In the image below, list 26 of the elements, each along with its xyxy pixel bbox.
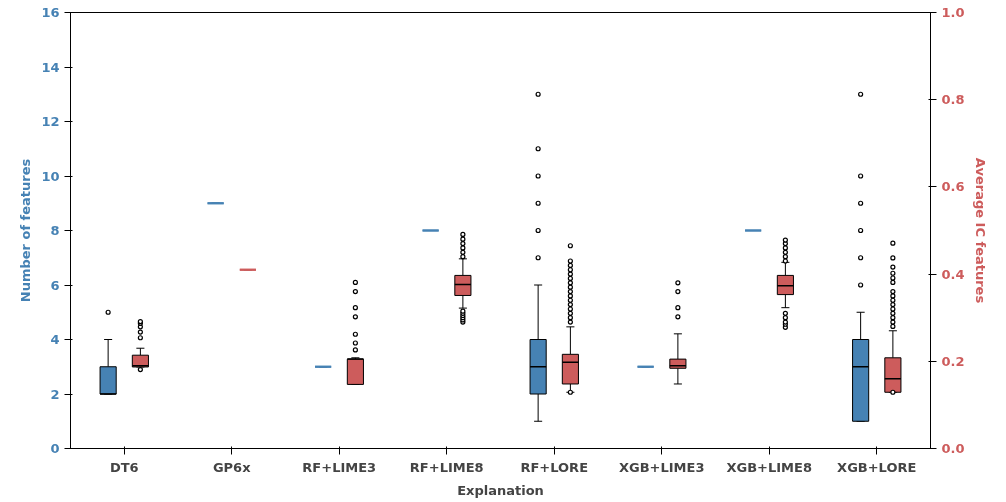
y-tick-label: 6 [50,277,60,293]
x-axis-title: Explanation [457,482,544,498]
y-axis-title: Number of features [18,158,34,303]
x-tick-label: DT6 [109,459,139,475]
x-tick-label: XGB+LIME3 [619,459,705,475]
x-tick-label: GP6x [212,459,252,475]
y-tick-label: 2 [50,386,60,402]
x-tick-label: XGB+LORE [837,459,917,475]
x-tick-label: RF+LIME3 [302,459,377,475]
y-tick-label: 8 [50,223,60,238]
y-tick-label: 12 [41,114,60,129]
y-tick-label: 10 [41,168,60,184]
y2-tick-label: 0.4 [941,266,965,282]
y2-tick-label: 0.0 [941,441,965,456]
y-tick-label: 0 [50,441,60,456]
y-tick-label: 16 [41,5,60,20]
y2-tick-label: 1.0 [941,5,965,20]
y2-tick-label: 0.8 [941,92,965,108]
x-tick-label: RF+LORE [520,459,589,475]
y2-tick-label: 0.2 [941,353,965,369]
y-tick-label: 4 [50,332,60,347]
y2-tick-label: 0.6 [941,179,965,195]
x-tick-label: RF+LIME8 [409,459,484,475]
y-tick-label: 14 [41,59,60,75]
x-tick-label: XGB+LIME8 [726,459,812,475]
y2-axis-title: Average IC features [972,157,988,304]
